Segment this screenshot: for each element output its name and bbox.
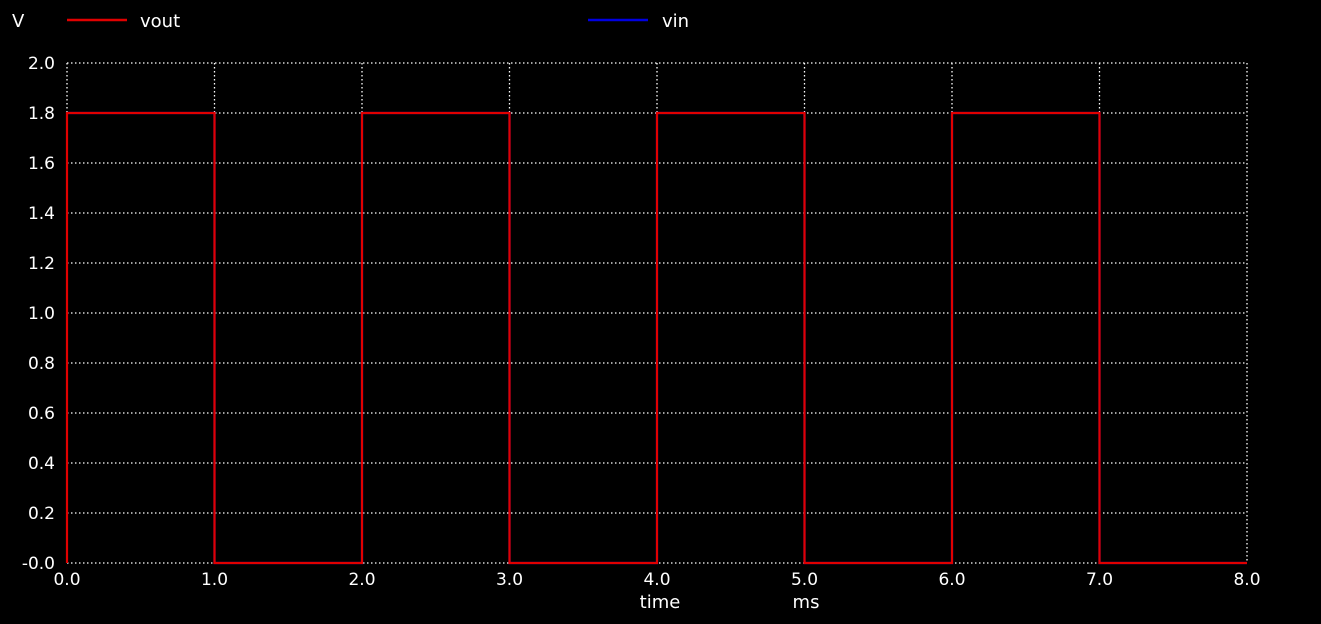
legend-label-vout: vout [140, 11, 180, 32]
y-tick-label: 1.8 [28, 104, 55, 124]
legend: vout vin [67, 11, 689, 32]
x-tick-label: 1.0 [201, 570, 228, 590]
series-lines [65, 111, 1247, 565]
x-tick-label: 6.0 [938, 570, 965, 590]
y-tick-label: 1.2 [28, 254, 55, 274]
y-tick-label: 1.4 [28, 204, 55, 224]
x-tick-label: 7.0 [1086, 570, 1113, 590]
y-tick-label: 0.8 [28, 354, 55, 374]
y-tick-label: 0.2 [28, 504, 55, 524]
x-tick-label: 3.0 [496, 570, 523, 590]
x-tick-label: 2.0 [348, 570, 375, 590]
legend-label-vin: vin [662, 11, 689, 32]
y-tick-label: 2.0 [28, 54, 55, 74]
x-tick-label: 8.0 [1233, 570, 1260, 590]
x-tick-label: 0.0 [53, 570, 80, 590]
x-axis-label: time [640, 592, 681, 613]
y-axis-ticks: -0.0 0.2 0.4 0.6 0.8 1.0 1.2 1.4 1.6 1.8 2.0 [22, 54, 55, 574]
y-tick-label: -0.0 [22, 554, 55, 574]
series-line-vout [65, 111, 1247, 565]
y-tick-label: 0.4 [28, 454, 55, 474]
y-tick-label: 1.0 [28, 304, 55, 324]
y-tick-label: 0.6 [28, 404, 55, 424]
x-axis-ticks: 0.0 1.0 2.0 3.0 4.0 5.0 6.0 7.0 8.0 [53, 570, 1260, 590]
x-tick-label: 4.0 [643, 570, 670, 590]
y-tick-label: 1.6 [28, 154, 55, 174]
x-axis-unit: ms [793, 592, 820, 613]
x-tick-label: 5.0 [791, 570, 818, 590]
y-axis-label: V [12, 11, 25, 32]
